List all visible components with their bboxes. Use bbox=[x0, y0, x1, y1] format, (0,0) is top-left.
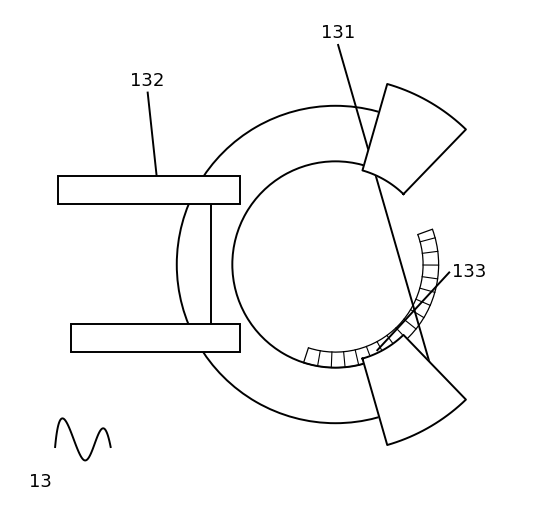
Text: 133: 133 bbox=[452, 263, 486, 281]
Bar bbox=[71, 324, 240, 352]
Text: 13: 13 bbox=[29, 473, 52, 491]
Bar bbox=[58, 176, 240, 204]
Polygon shape bbox=[362, 335, 466, 445]
Text: 131: 131 bbox=[321, 24, 355, 42]
Text: 132: 132 bbox=[131, 72, 165, 90]
Polygon shape bbox=[362, 84, 466, 194]
